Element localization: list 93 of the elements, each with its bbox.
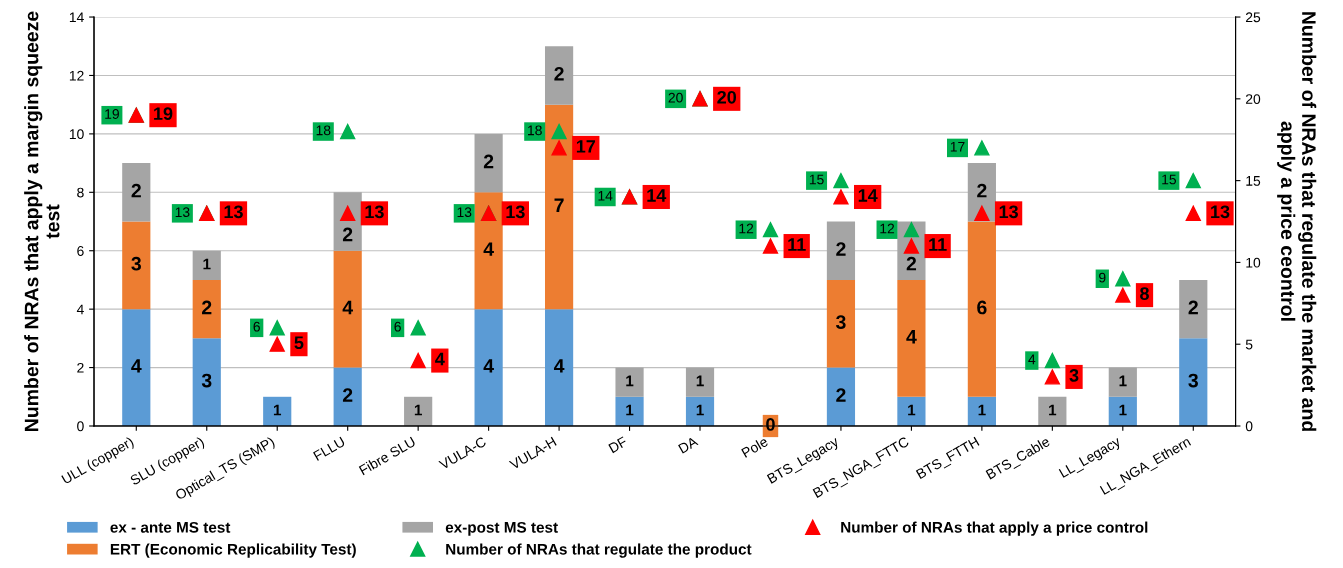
x-tick-label: DF <box>608 436 628 454</box>
y2-tick-label: 20 <box>1245 94 1261 104</box>
data-label: 13 <box>457 207 472 218</box>
data-label: 19 <box>154 107 173 121</box>
y2-axis-title: Number of NRAs that regulate the market and apply a price ceontrol <box>1277 12 1317 431</box>
data-label: 2 <box>554 66 564 81</box>
data-label: 0 <box>766 418 775 431</box>
data-label: 4 <box>342 300 353 315</box>
data-label: 13 <box>506 205 525 219</box>
data-label: 11 <box>788 238 806 251</box>
legend-label: Number of NRAs that regulate the product <box>446 543 752 558</box>
data-label: 15 <box>1162 174 1177 185</box>
data-label: 15 <box>809 174 824 185</box>
data-label: 2 <box>836 242 846 256</box>
data-label: 4 <box>435 352 445 366</box>
data-label: 5 <box>294 336 304 350</box>
y2-tick-label: 10 <box>1246 257 1261 268</box>
data-label: 1 <box>1119 404 1127 416</box>
data-label: 4 <box>483 242 494 256</box>
y2-tick-label: 25 <box>1245 12 1261 23</box>
y-tick-label: 4 <box>76 304 84 315</box>
data-label: 1 <box>273 404 282 416</box>
data-label: 13 <box>224 205 243 219</box>
data-label: 13 <box>175 207 190 218</box>
y-tick-label: 0 <box>77 421 84 432</box>
data-label: 1 <box>203 258 211 270</box>
data-label: 11 <box>929 238 947 251</box>
y-tick-label: 12 <box>69 70 84 81</box>
data-label: 6 <box>253 321 260 332</box>
data-label: 1 <box>696 404 704 416</box>
data-label: 4 <box>483 359 494 373</box>
y-axis-title: Number of NRAs that apply a margin squeeze test <box>24 11 60 431</box>
data-label: 2 <box>1188 300 1198 315</box>
data-label: 1 <box>414 404 422 416</box>
data-label: 13 <box>1211 205 1230 219</box>
legend-label: Number of NRAs that apply a price control <box>841 521 1148 536</box>
data-label: 13 <box>365 205 384 219</box>
y-tick-label: 8 <box>77 187 84 198</box>
data-label: 20 <box>668 92 683 103</box>
data-label: 1 <box>696 375 704 387</box>
data-label: 2 <box>342 227 353 242</box>
data-label: 2 <box>836 388 846 402</box>
legend-label: ERT (Economic Replicability Test) <box>110 543 356 558</box>
data-label: 3 <box>131 256 141 271</box>
x-tick-label: Fibre SLU <box>358 436 416 476</box>
data-label: 2 <box>483 154 494 169</box>
y-tick-label: 14 <box>69 12 84 23</box>
data-label: 17 <box>576 140 596 153</box>
data-label: 6 <box>394 321 401 332</box>
data-label: 3 <box>201 373 212 388</box>
data-label: 13 <box>999 205 1018 219</box>
data-label: 7 <box>554 198 564 212</box>
data-label: 6 <box>977 300 987 315</box>
y2-tick-label: 0 <box>1245 421 1253 432</box>
data-label: 12 <box>880 223 895 234</box>
y2-tick-label: 5 <box>1245 339 1253 350</box>
data-label: 4 <box>131 359 142 373</box>
y-tick-label: 6 <box>77 246 84 256</box>
data-label: 20 <box>717 90 737 104</box>
data-label: 3 <box>1069 368 1079 382</box>
data-label: 4 <box>553 359 565 373</box>
x-tick-label: DA <box>678 436 699 454</box>
data-label: 4 <box>1028 354 1036 365</box>
data-label: 1 <box>1049 404 1057 416</box>
data-label: 1 <box>908 404 916 416</box>
data-label: 17 <box>950 141 965 152</box>
data-label: 4 <box>906 330 917 344</box>
data-label: 1 <box>626 375 634 387</box>
data-label: 14 <box>647 189 667 202</box>
x-tick-label: Pole <box>740 436 769 458</box>
data-label: 2 <box>977 183 987 198</box>
y-tick-label: 2 <box>77 362 84 373</box>
data-label: 1 <box>1119 375 1127 387</box>
data-label: 8 <box>1140 287 1149 300</box>
data-label: 3 <box>835 315 846 330</box>
legend-label: ex-post MS test <box>445 521 558 536</box>
data-label: 2 <box>131 183 141 198</box>
data-label: 2 <box>906 256 917 271</box>
data-label: 19 <box>105 109 119 119</box>
data-label: 18 <box>528 125 542 136</box>
data-label: 18 <box>316 125 331 136</box>
legend-label: ex - ante MS test <box>110 521 231 533</box>
data-label: 3 <box>1188 373 1198 388</box>
data-label: 1 <box>626 404 634 416</box>
data-label: 1 <box>978 404 986 416</box>
data-label: 2 <box>342 388 353 402</box>
data-label: 14 <box>858 189 878 202</box>
data-label: 9 <box>1099 272 1106 283</box>
y-tick-label: 10 <box>69 129 84 140</box>
data-label: 2 <box>202 300 212 315</box>
data-label: 12 <box>739 223 754 234</box>
data-label: 14 <box>598 191 613 201</box>
y2-tick-label: 15 <box>1246 176 1261 186</box>
